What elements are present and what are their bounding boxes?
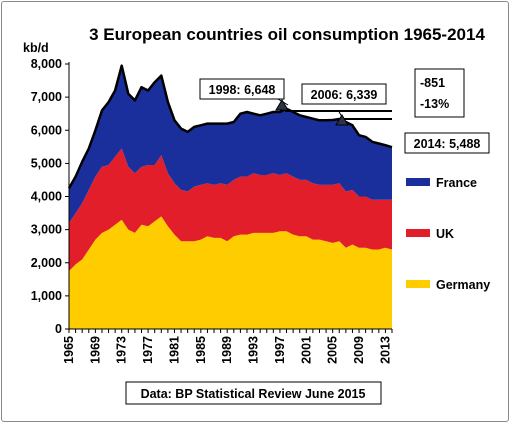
source-box — [125, 381, 382, 405]
y-tick-label: 5,000 — [31, 156, 62, 170]
peak-annotation-1998: 1998: 6,648 — [199, 78, 289, 111]
x-tick-label: 1973 — [115, 336, 129, 364]
axes — [68, 62, 392, 330]
y-axis-label: kb/d — [23, 41, 49, 55]
peak-1998-marker — [275, 99, 289, 111]
legend-label-germany: Germany — [436, 278, 490, 292]
change-percent: -13% — [420, 97, 449, 111]
y-tick-label: 6,000 — [31, 123, 62, 137]
annotation-1998-text: 1998: 6,648 — [209, 83, 276, 97]
annotation-2006-text: 2006: 6,339 — [311, 88, 378, 102]
area-uk — [69, 148, 392, 271]
legend-swatch-france — [406, 178, 430, 186]
x-tick-label: 2005 — [326, 336, 340, 364]
y-tick-label: 0 — [55, 322, 62, 336]
y-tick-label: 4,000 — [31, 190, 62, 204]
x-tick-label: 1993 — [247, 336, 261, 364]
x-tick-label: 1981 — [167, 336, 181, 364]
legend-swatch-germany — [406, 280, 430, 288]
y-tick-label: 8,000 — [31, 57, 62, 71]
area-france — [69, 65, 392, 223]
legend-label-france: France — [436, 176, 477, 190]
legend-swatch-uk — [406, 229, 430, 237]
y-tick-label: 1,000 — [31, 289, 62, 303]
y-tick-label: 3,000 — [31, 223, 62, 237]
x-tick-label: 2001 — [299, 336, 313, 364]
y-tick-label: 2,000 — [31, 256, 62, 270]
annotation-2006-box — [301, 83, 387, 105]
total-line — [67, 64, 393, 189]
stacked-areas — [67, 64, 393, 329]
annotation-2014-text: 2014: 5,488 — [414, 137, 481, 151]
chart-title: 3 European countries oil consumption 196… — [89, 25, 485, 44]
annotation-2006: 2006: 6,339 — [301, 83, 387, 126]
legend-label-uk: UK — [436, 227, 454, 241]
change-annotation: -851 -13% — [414, 68, 465, 118]
change-box — [414, 68, 465, 118]
area-germany — [69, 216, 392, 329]
x-tick-label: 1997 — [273, 336, 287, 364]
change-value: -851 — [420, 76, 445, 90]
x-ticks: 1965 1969 1973 1977 1981 1985 1989 1993 1997 2001… — [62, 329, 393, 364]
legend: France UK Germany — [406, 176, 490, 292]
annotation-2014-box — [404, 132, 490, 154]
source-text: Data: BP Statistical Review June 2015 — [141, 387, 366, 401]
y-tick-label: 7,000 — [31, 90, 62, 104]
source-annotation: Data: BP Statistical Review June 2015 — [125, 381, 382, 405]
y-ticks: 0 1,000 2,000 3,000 4,000 5,000 6,000 7,000 8,00… — [31, 57, 69, 336]
x-tick-label: 1985 — [194, 336, 208, 364]
x-tick-label: 1969 — [88, 336, 102, 364]
annotation-2014: 2014: 5,488 — [404, 132, 490, 154]
x-tick-label: 2009 — [352, 336, 366, 364]
x-tick-label: 2013 — [378, 336, 392, 364]
x-tick-label: 1989 — [220, 336, 234, 364]
annotation-1998-box — [199, 78, 285, 100]
x-tick-label: 1965 — [62, 336, 76, 364]
x-tick-label: 1977 — [141, 336, 155, 364]
